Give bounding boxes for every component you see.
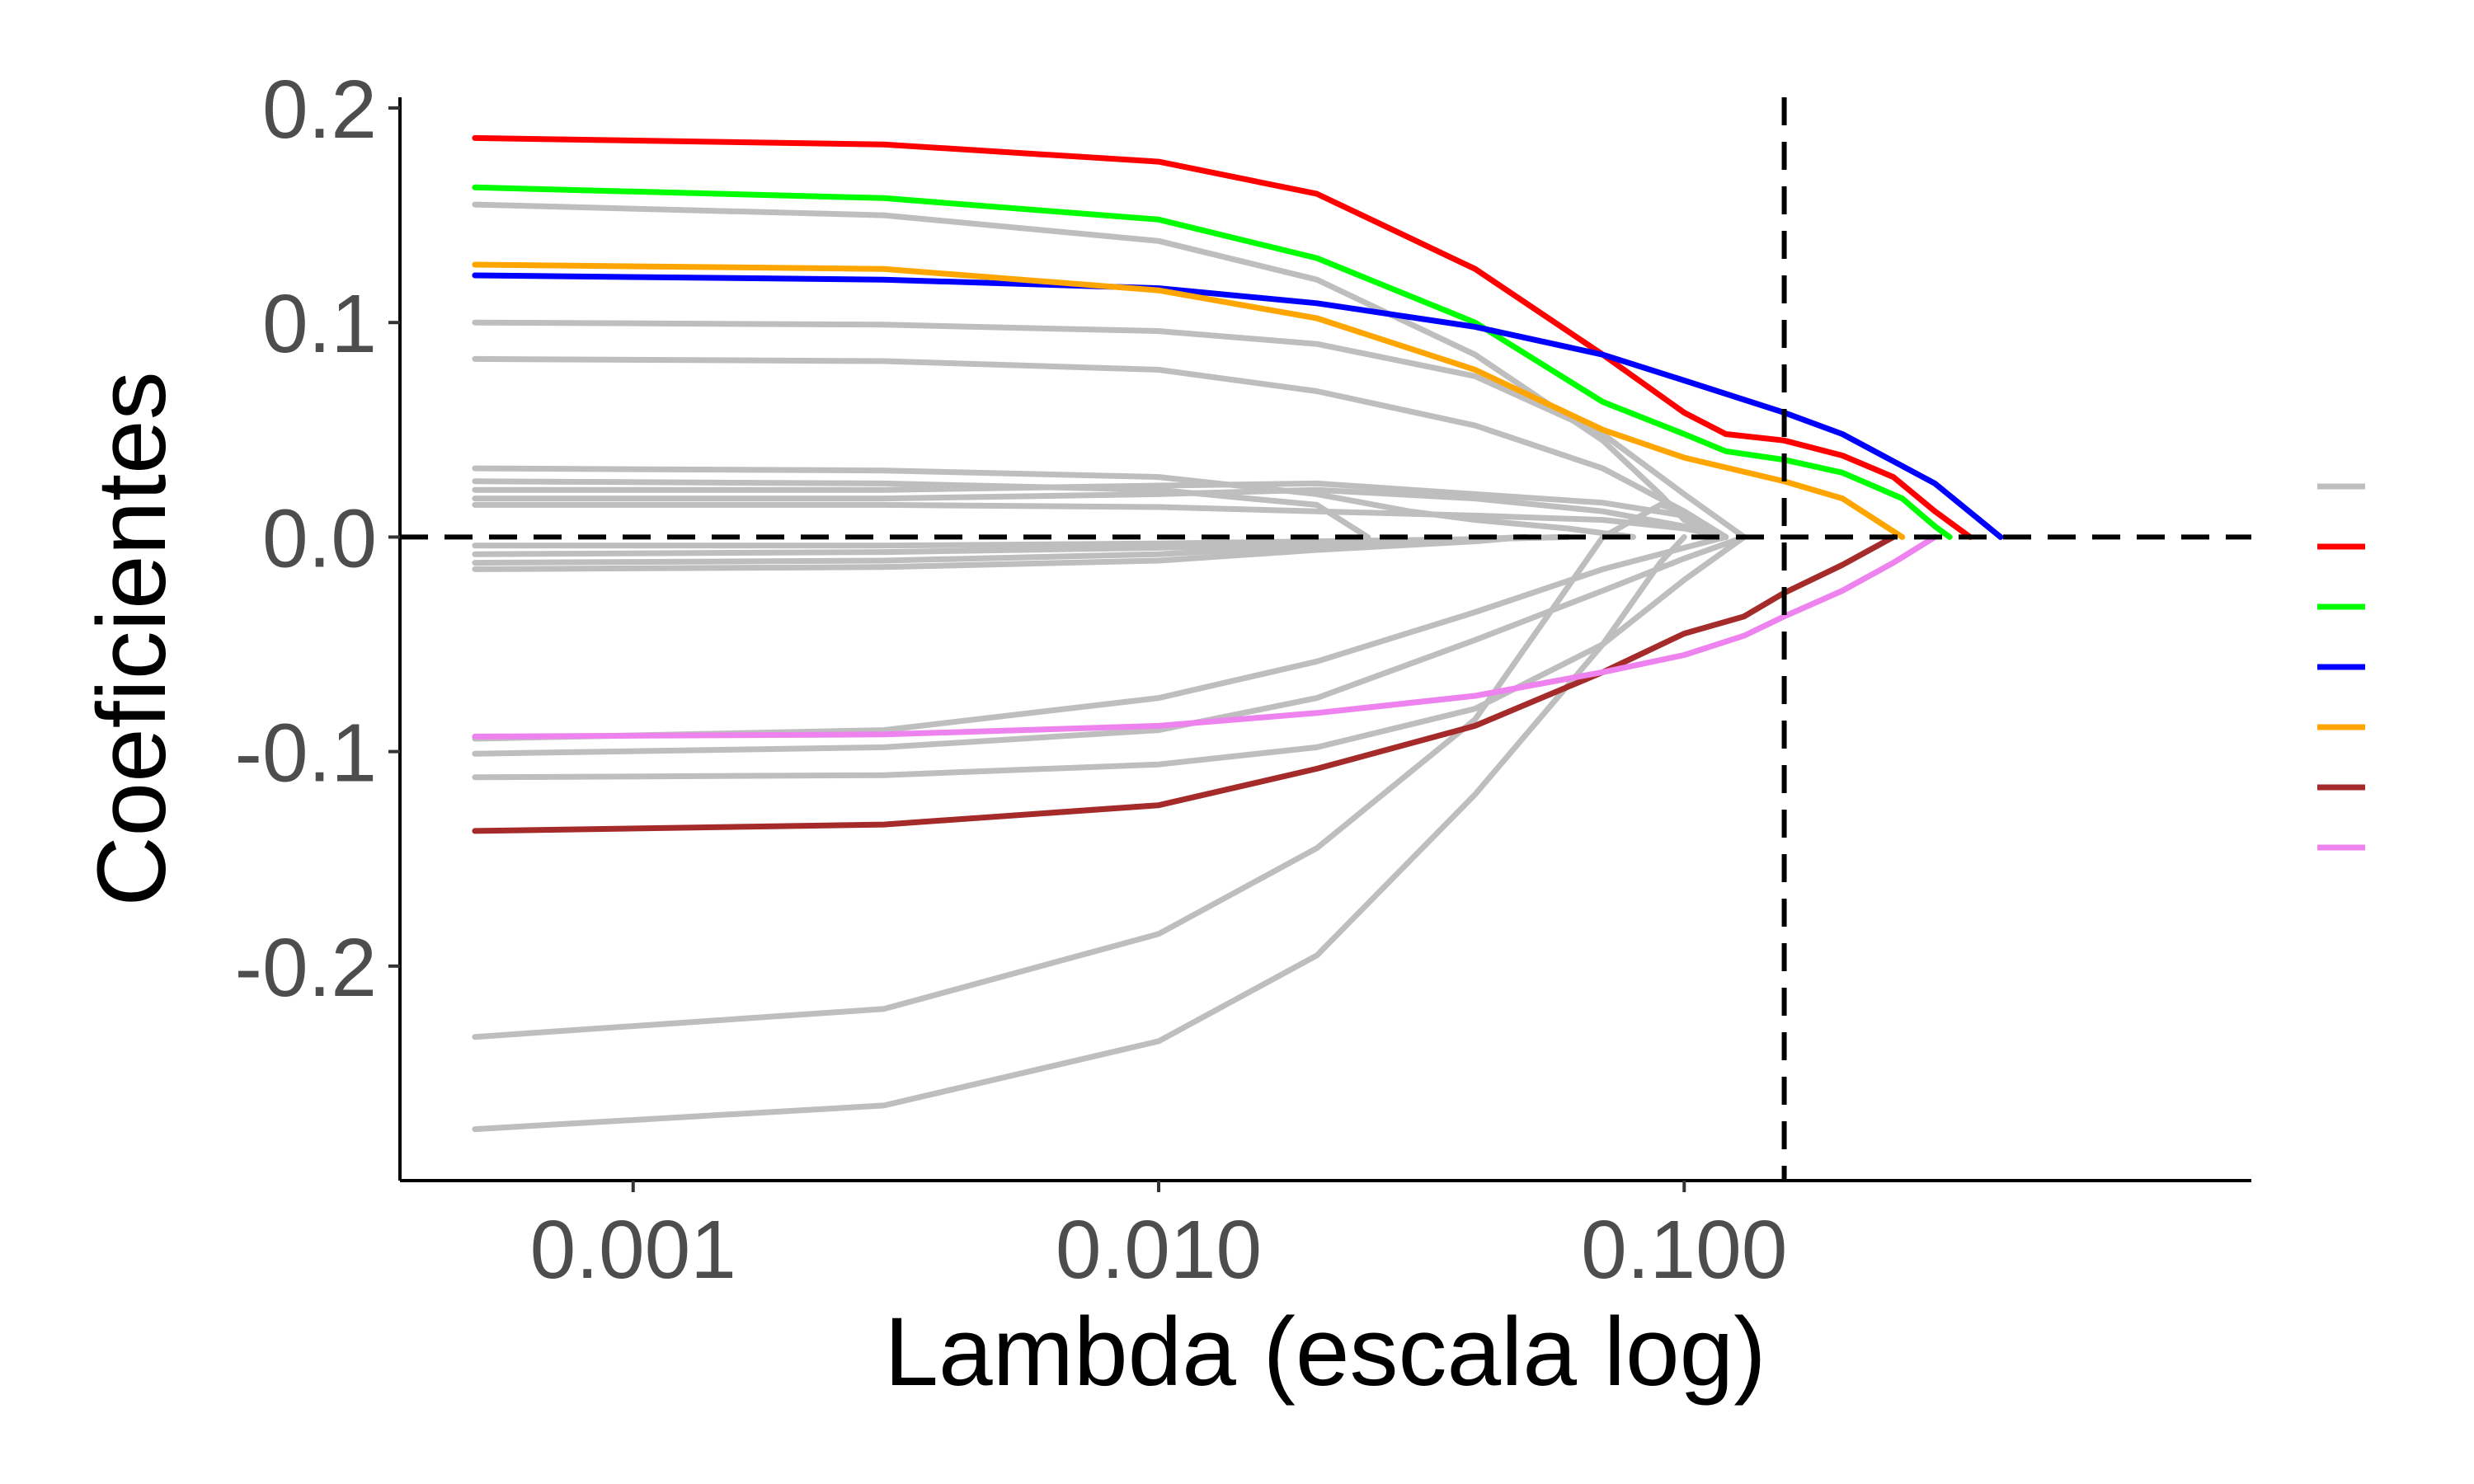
x-axis-title: Lambda (escala log) xyxy=(884,1298,1766,1407)
x-tick-label: 0.100 xyxy=(1581,1204,1787,1296)
coefficient-path-4 xyxy=(472,465,1636,540)
coefficient-path-21 xyxy=(472,261,1906,540)
coefficient-path-23 xyxy=(472,533,1938,740)
y-tick-label: -0.1 xyxy=(235,707,377,800)
coefficient-path-12 xyxy=(472,533,1529,572)
coefficient-path-18 xyxy=(472,134,1973,540)
y-tick-label: 0.1 xyxy=(262,278,377,370)
axes xyxy=(398,97,2251,1182)
y-tick-label: 0.0 xyxy=(262,492,377,585)
y-axis-title: Coeficientes xyxy=(78,371,186,906)
coefficient-path-14 xyxy=(472,533,1747,757)
coefficient-path-3 xyxy=(472,355,1729,540)
x-tick-label: 0.001 xyxy=(530,1204,736,1296)
x-tick-label: 0.010 xyxy=(1056,1204,1262,1296)
coefficient-path-7 xyxy=(472,486,1729,540)
coefficient-path-16 xyxy=(472,501,1729,1040)
coefficient-path-15 xyxy=(472,533,1747,781)
coefficient-path-19 xyxy=(472,184,1953,540)
coefficient-path-2 xyxy=(472,319,1747,540)
coefficient-path-8 xyxy=(472,501,1729,540)
y-tick-label: -0.2 xyxy=(235,922,377,1014)
tick-labels: 0.2 0.1 0.0 -0.1 -0.2 0.001 0.010 0.100 xyxy=(235,63,1788,1296)
reference-lines xyxy=(400,97,2251,1181)
coefficient-path-6 xyxy=(472,480,1729,540)
legend xyxy=(2317,483,2365,851)
coefficient-path-17 xyxy=(472,533,1687,1133)
series-layer xyxy=(472,134,2004,1133)
coefficient-path-5 xyxy=(472,478,1371,540)
y-tick-label: 0.2 xyxy=(262,63,377,156)
